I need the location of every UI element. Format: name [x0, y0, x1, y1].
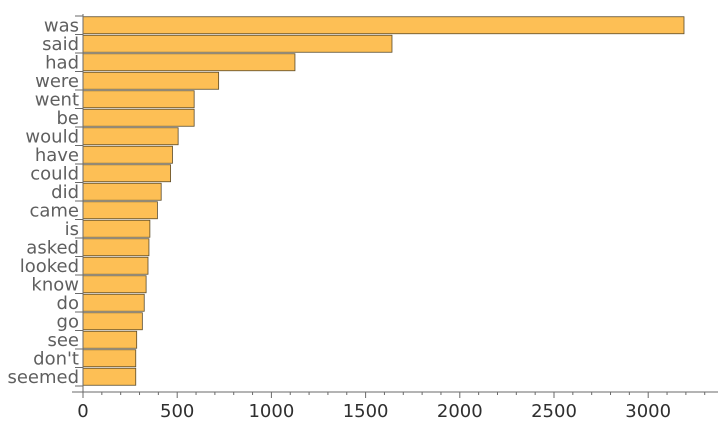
bar-asked	[82, 238, 150, 257]
bar-have	[82, 145, 173, 164]
bar-came	[82, 201, 158, 220]
category-label: is	[65, 219, 79, 240]
bar-had	[82, 53, 296, 72]
category-label: came	[29, 200, 79, 221]
x-tick-label: 500	[160, 401, 194, 422]
bar-see	[82, 330, 138, 349]
bar-looked	[82, 256, 149, 275]
category-label: looked	[20, 256, 79, 277]
category-label: seemed	[7, 367, 79, 388]
bar-went	[82, 90, 195, 109]
category-label: said	[42, 34, 79, 55]
category-label: went	[35, 89, 79, 110]
category-label: did	[51, 182, 79, 203]
x-tick-label: 1500	[343, 401, 389, 422]
bar-know	[82, 275, 147, 294]
bar-do	[82, 293, 145, 312]
category-label: don't	[33, 348, 79, 369]
bar-was	[82, 16, 685, 35]
x-axis: 0 500 1000 1500 2000 2500 3000	[72, 391, 718, 422]
x-tick-label: 0	[77, 401, 88, 422]
x-tick-label: 1000	[248, 401, 294, 422]
category-label: would	[25, 126, 79, 147]
bars-layer	[82, 16, 685, 386]
category-label: could	[30, 163, 79, 184]
category-label: have	[35, 145, 79, 166]
category-label: see	[47, 330, 79, 351]
bar-be	[82, 108, 195, 127]
bar-dont	[82, 349, 137, 368]
bar-did	[82, 182, 162, 201]
x-tick-label: 3000	[625, 401, 671, 422]
x-tick-label: 2000	[437, 401, 483, 422]
category-label: were	[35, 71, 79, 92]
bar-seemed	[82, 367, 137, 386]
category-label: had	[45, 52, 79, 73]
category-label: know	[31, 274, 79, 295]
bar-said	[82, 34, 393, 53]
category-label: was	[44, 15, 79, 36]
category-label: asked	[26, 237, 79, 258]
category-label: be	[57, 108, 80, 129]
category-label: go	[57, 311, 79, 332]
bar-would	[82, 127, 179, 146]
category-label: do	[57, 293, 79, 314]
bar-is	[82, 219, 151, 238]
bar-could	[82, 164, 172, 183]
category-labels: wassaidhadwerewentbewouldhavecoulddidcam…	[7, 15, 79, 388]
bar-go	[82, 312, 143, 331]
bar-were	[82, 71, 220, 90]
x-tick-label: 2500	[531, 401, 577, 422]
y-axis	[75, 14, 84, 392]
